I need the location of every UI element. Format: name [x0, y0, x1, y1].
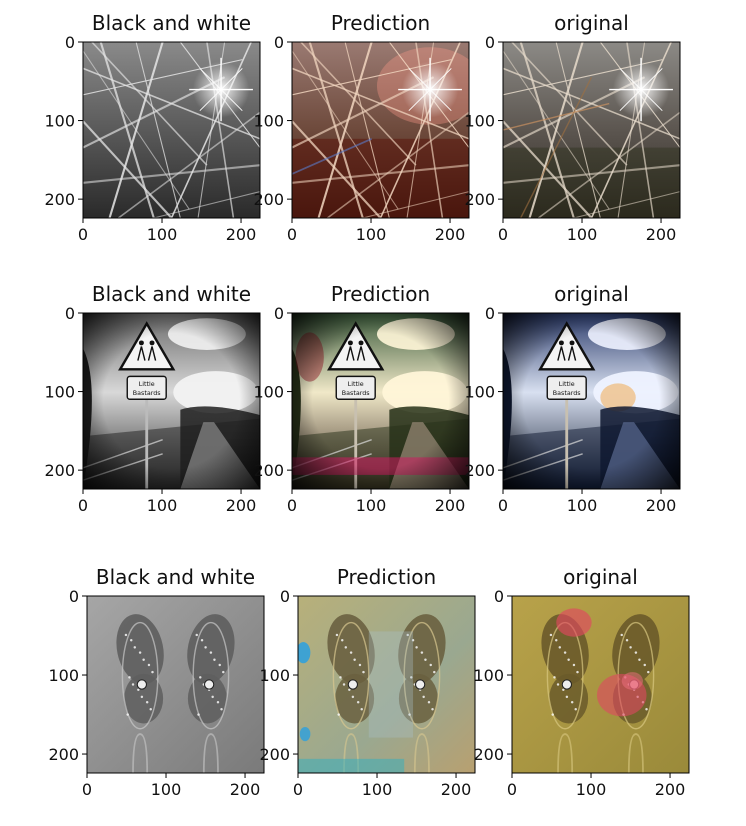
panel-title: original — [554, 11, 629, 35]
x-tick-label: 0 — [78, 225, 88, 244]
axes-frame — [291, 312, 470, 490]
y-tick-label: 0 — [485, 304, 495, 323]
x-tick-label: 0 — [287, 225, 297, 244]
y-tick-label: 200 — [253, 190, 284, 209]
y-tick-label: 200 — [259, 745, 290, 764]
x-tick-label: 0 — [498, 225, 508, 244]
x-tick-label: 100 — [147, 225, 178, 244]
panel-image: LittleBastards — [503, 313, 680, 489]
x-tick-label: 0 — [287, 496, 297, 515]
y-tick-label: 0 — [494, 587, 504, 606]
x-tick-label: 100 — [356, 225, 387, 244]
x-tick-label: 200 — [226, 225, 257, 244]
y-tick-label: 0 — [274, 33, 284, 52]
x-tick-label: 200 — [435, 225, 466, 244]
panel-title: Black and white — [92, 282, 251, 306]
y-tick-label: 0 — [485, 33, 495, 52]
y-tick-label: 0 — [65, 304, 75, 323]
panel-2-2: PredictionLittleBastards01002000100200 — [253, 282, 470, 515]
axes-frame — [291, 41, 470, 219]
panel-image — [83, 42, 260, 218]
panel-image — [292, 42, 469, 218]
x-tick-label: 200 — [230, 780, 261, 799]
x-tick-label: 0 — [293, 780, 303, 799]
x-tick-label: 200 — [655, 780, 686, 799]
y-tick-label: 0 — [69, 587, 79, 606]
x-tick-label: 0 — [78, 496, 88, 515]
axes-frame — [82, 41, 261, 219]
x-tick-label: 0 — [507, 780, 517, 799]
y-tick-label: 200 — [48, 745, 79, 764]
panel-image — [503, 42, 680, 218]
x-tick-label: 100 — [151, 780, 182, 799]
axes-frame — [82, 312, 261, 490]
x-tick-label: 100 — [567, 225, 598, 244]
panel-title: original — [554, 282, 629, 306]
x-tick-label: 100 — [356, 496, 387, 515]
y-tick-label: 100 — [253, 383, 284, 402]
y-tick-label: 0 — [280, 587, 290, 606]
y-tick-label: 100 — [464, 383, 495, 402]
x-tick-label: 200 — [226, 496, 257, 515]
y-tick-label: 100 — [48, 666, 79, 685]
axes-frame — [502, 41, 681, 219]
panel-image: LittleBastards — [83, 313, 260, 489]
panel-title: Prediction — [337, 565, 436, 589]
panel-title: Prediction — [331, 11, 430, 35]
y-tick-label: 200 — [464, 461, 495, 480]
y-tick-label: 100 — [473, 666, 504, 685]
panel-image — [298, 596, 475, 773]
panel-title: original — [563, 565, 638, 589]
y-tick-label: 100 — [464, 112, 495, 131]
x-tick-label: 200 — [435, 496, 466, 515]
x-tick-label: 100 — [576, 780, 607, 799]
x-tick-label: 0 — [82, 780, 92, 799]
panel-image — [512, 596, 689, 773]
y-tick-label: 0 — [65, 33, 75, 52]
y-tick-label: 200 — [473, 745, 504, 764]
panel-2-1: Black and whiteLittleBastards01002000100… — [44, 282, 261, 515]
y-tick-label: 200 — [464, 190, 495, 209]
axes-frame — [86, 595, 265, 774]
y-tick-label: 100 — [44, 112, 75, 131]
panel-title: Black and white — [96, 565, 255, 589]
axes-frame — [502, 312, 681, 490]
y-tick-label: 200 — [44, 190, 75, 209]
panel-image — [87, 596, 264, 773]
panel-2-3: originalLittleBastards01002000100200 — [464, 282, 681, 515]
axes-frame — [511, 595, 690, 774]
y-tick-label: 200 — [253, 461, 284, 480]
y-tick-label: 100 — [44, 383, 75, 402]
x-tick-label: 100 — [567, 496, 598, 515]
x-tick-label: 100 — [147, 496, 178, 515]
y-tick-label: 100 — [259, 666, 290, 685]
panel-title: Black and white — [92, 11, 251, 35]
x-tick-label: 0 — [498, 496, 508, 515]
y-tick-label: 0 — [274, 304, 284, 323]
panel-title: Prediction — [331, 282, 430, 306]
x-tick-label: 200 — [441, 780, 472, 799]
x-tick-label: 200 — [646, 496, 677, 515]
x-tick-label: 100 — [362, 780, 393, 799]
axes-frame — [297, 595, 476, 774]
x-tick-label: 200 — [646, 225, 677, 244]
y-tick-label: 200 — [44, 461, 75, 480]
y-tick-label: 100 — [253, 112, 284, 131]
panel-image: LittleBastards — [292, 313, 469, 489]
